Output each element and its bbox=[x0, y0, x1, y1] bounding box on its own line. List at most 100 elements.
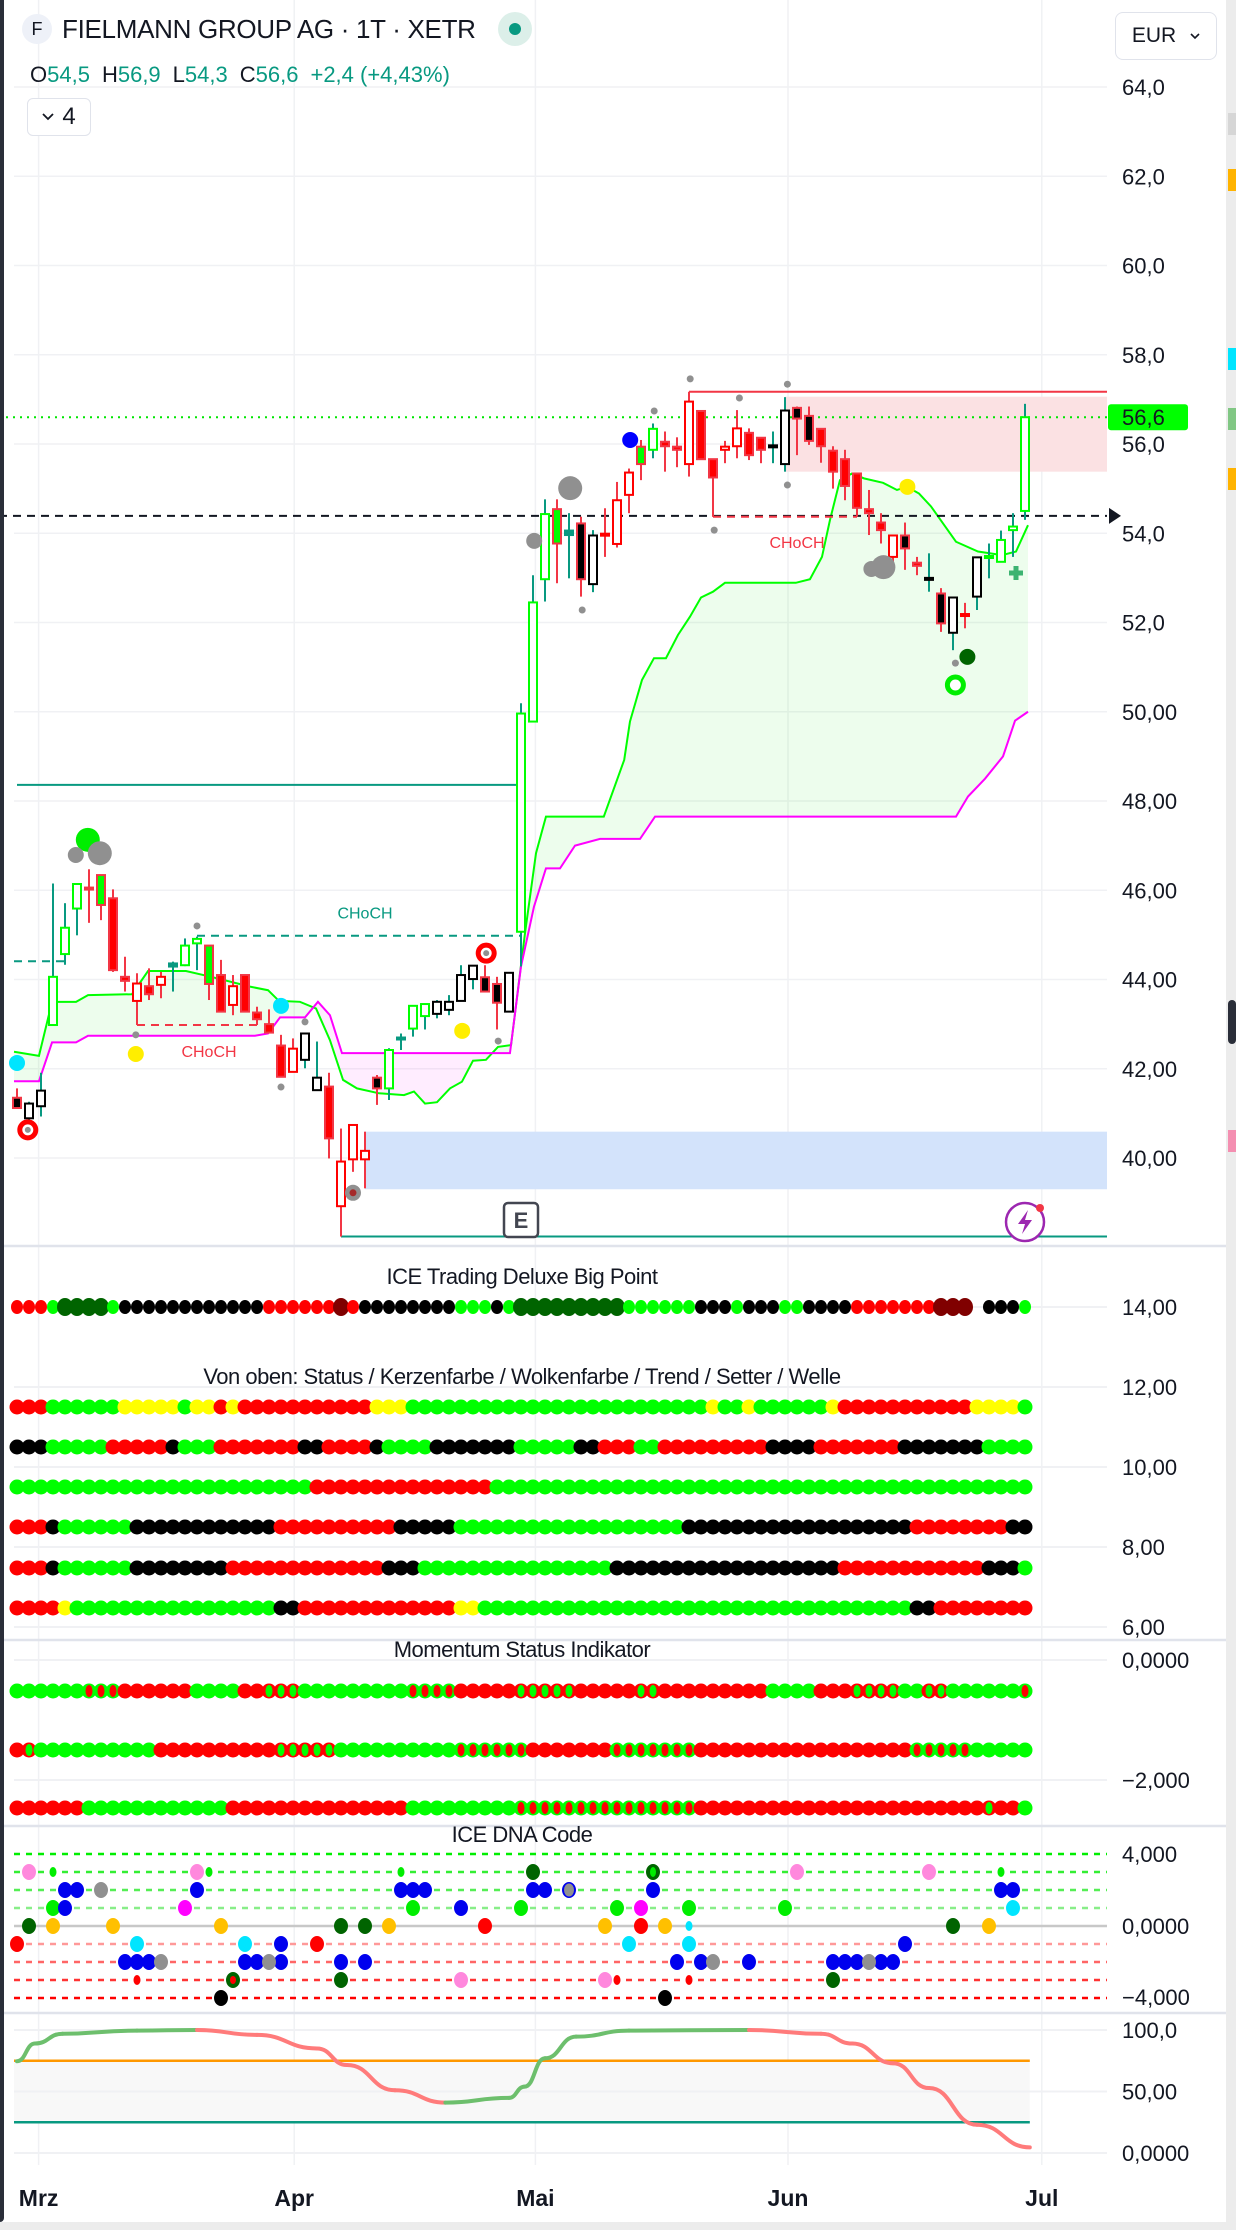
right-strip-marker[interactable] bbox=[1228, 169, 1236, 191]
status-row-dot bbox=[813, 1600, 829, 1616]
cloud-fill-segment bbox=[419, 1053, 422, 1101]
status-row-dot bbox=[657, 1519, 673, 1535]
big-point-dot bbox=[215, 1300, 227, 1314]
dna-dot bbox=[49, 1867, 57, 1877]
candle bbox=[276, 1034, 286, 1078]
status-row-dot bbox=[513, 1519, 529, 1535]
candle bbox=[288, 1038, 298, 1073]
momentum-dot bbox=[345, 1683, 361, 1699]
status-row-dot bbox=[57, 1439, 73, 1455]
status-row-dot bbox=[441, 1600, 457, 1616]
momentum-dot bbox=[945, 1683, 961, 1699]
status-row-dot bbox=[57, 1560, 73, 1576]
status-row-dot bbox=[609, 1600, 625, 1616]
right-strip-marker[interactable] bbox=[1228, 1000, 1236, 1044]
indicators-toggle-button[interactable]: 4 bbox=[27, 98, 91, 136]
status-row-dot bbox=[237, 1519, 253, 1535]
big-point-dot bbox=[839, 1300, 851, 1314]
status-row-dot bbox=[153, 1399, 169, 1415]
status-row-dot bbox=[93, 1519, 109, 1535]
cloud-fill-segment bbox=[851, 473, 854, 817]
big-point-dot bbox=[179, 1300, 191, 1314]
last-price-label: 56,6 bbox=[1122, 405, 1165, 430]
oscillator-line-segment bbox=[522, 2056, 547, 2089]
status-row-dot bbox=[861, 1439, 877, 1455]
status-row-dot bbox=[981, 1399, 997, 1415]
oscillator-line-segment bbox=[927, 2086, 979, 2127]
momentum-dot bbox=[705, 1742, 721, 1758]
candle-body bbox=[132, 982, 142, 1002]
candle bbox=[384, 1048, 394, 1100]
right-strip-marker[interactable] bbox=[1228, 408, 1236, 430]
right-strip-marker[interactable] bbox=[1228, 113, 1236, 135]
symbol-title[interactable]: FIELMANN GROUP AG · 1T · XETR bbox=[62, 13, 476, 44]
cloud-fill-segment bbox=[725, 582, 728, 817]
momentum-dot bbox=[141, 1742, 157, 1758]
momentum-dot bbox=[261, 1800, 277, 1816]
status-row-dot bbox=[345, 1600, 361, 1616]
cloud-fill-segment bbox=[203, 974, 206, 1036]
cloud-fill-segment bbox=[197, 973, 200, 1036]
candle bbox=[864, 489, 874, 536]
dna-dot bbox=[1006, 1900, 1020, 1916]
candle bbox=[720, 440, 730, 464]
status-row-dot bbox=[1017, 1600, 1033, 1616]
candle-body bbox=[396, 1036, 406, 1041]
right-strip-marker[interactable] bbox=[1228, 468, 1236, 490]
status-row-dot bbox=[357, 1399, 373, 1415]
status-row-dot bbox=[21, 1600, 37, 1616]
dna-dot bbox=[826, 1972, 840, 1988]
status-row-dot bbox=[837, 1600, 853, 1616]
status-row-dot bbox=[693, 1479, 709, 1495]
big-point-dot bbox=[815, 1300, 827, 1314]
status-row-dot bbox=[201, 1479, 217, 1495]
dna-dot bbox=[538, 1882, 552, 1898]
candle bbox=[624, 468, 634, 514]
status-row-dot bbox=[309, 1600, 325, 1616]
status-row-dot bbox=[609, 1399, 625, 1415]
dna-dot bbox=[22, 1864, 36, 1880]
momentum-dot bbox=[393, 1742, 409, 1758]
status-row-dot bbox=[561, 1479, 577, 1495]
cloud-fill-segment bbox=[1016, 544, 1019, 721]
lightning-icon[interactable] bbox=[1004, 1201, 1046, 1243]
candle bbox=[120, 956, 130, 992]
big-point-dot bbox=[239, 1300, 251, 1314]
market-status-indicator[interactable] bbox=[497, 12, 532, 46]
big-point-dot bbox=[371, 1300, 383, 1314]
status-row-dot bbox=[705, 1439, 721, 1455]
momentum-dot bbox=[117, 1800, 133, 1816]
right-strip-marker[interactable] bbox=[1228, 348, 1236, 370]
big-point-dot bbox=[1019, 1300, 1031, 1314]
candle-body bbox=[288, 1047, 298, 1073]
momentum-dot bbox=[837, 1683, 853, 1699]
big-point-dot bbox=[333, 1298, 349, 1316]
right-strip-marker[interactable] bbox=[1228, 1130, 1236, 1152]
dna-dot bbox=[58, 1882, 72, 1898]
candle-body bbox=[156, 975, 166, 986]
big-point-dot bbox=[287, 1300, 299, 1314]
status-row-dot bbox=[153, 1479, 169, 1495]
cloud-fill-segment bbox=[62, 1001, 65, 1043]
status-row-dot bbox=[825, 1600, 841, 1616]
currency-selector[interactable]: EUR bbox=[1115, 12, 1217, 60]
dna-dot bbox=[862, 1954, 876, 1970]
status-row-dot bbox=[81, 1399, 97, 1415]
status-row-dot bbox=[453, 1479, 469, 1495]
status-row-dot bbox=[249, 1439, 265, 1455]
status-row-dot bbox=[789, 1560, 805, 1576]
status-row-dot bbox=[717, 1600, 733, 1616]
event-marker-e[interactable]: E bbox=[502, 1201, 540, 1239]
big-point-dot bbox=[479, 1300, 491, 1314]
oscillator-line-segment bbox=[850, 2041, 895, 2066]
price-axis-label: 42,00 bbox=[1122, 1057, 1177, 1082]
status-row-dot bbox=[405, 1600, 421, 1616]
momentum-dot bbox=[969, 1683, 985, 1699]
cloud-fill-segment bbox=[143, 973, 146, 1036]
status-row-dot bbox=[981, 1439, 997, 1455]
cloud-fill-segment bbox=[749, 582, 752, 817]
status-row-dot bbox=[525, 1560, 541, 1576]
cloud-fill-segment bbox=[182, 971, 185, 1036]
status-row-dot bbox=[105, 1600, 121, 1616]
